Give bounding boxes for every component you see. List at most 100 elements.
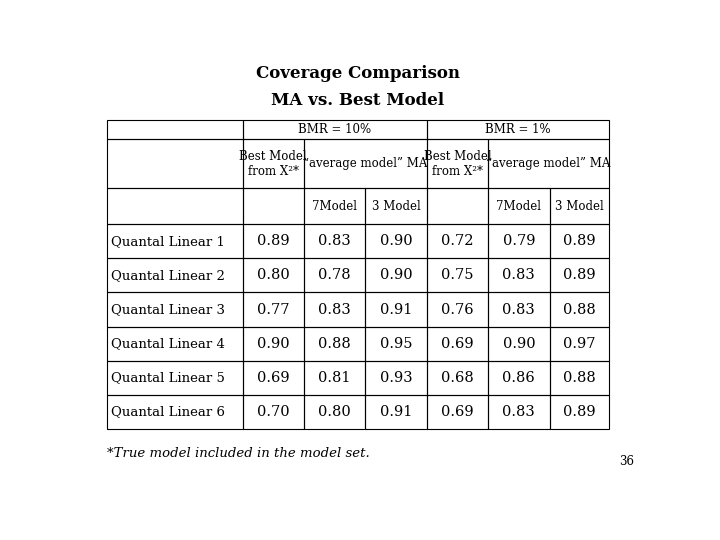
Text: 0.97: 0.97 [563,336,595,350]
Text: 0.89: 0.89 [563,234,595,248]
Text: BMR = 10%: BMR = 10% [298,123,372,136]
Bar [304,259,365,293]
Bar [427,395,488,429]
Text: 0.79: 0.79 [503,234,535,248]
Text: 7Model: 7Model [496,200,541,213]
Text: 36: 36 [619,455,634,468]
Text: 0.89: 0.89 [257,234,289,248]
Bar [549,395,609,429]
Text: 0.75: 0.75 [441,268,474,282]
Bar [304,395,365,429]
Bar [365,188,427,225]
Text: 0.89: 0.89 [563,268,595,282]
Bar [488,395,549,429]
Bar [365,395,427,429]
Bar [304,293,365,327]
Text: Quantal Linear 2: Quantal Linear 2 [111,269,225,282]
Bar [107,293,243,327]
Text: 0.88: 0.88 [563,370,595,384]
Text: *True model included in the model set.: *True model included in the model set. [107,447,369,460]
Text: 0.76: 0.76 [441,302,474,316]
Text: 0.78: 0.78 [318,268,351,282]
Bar [107,188,243,225]
Bar [549,293,609,327]
Bar [427,188,488,225]
Text: 0.80: 0.80 [257,268,289,282]
Text: 0.69: 0.69 [441,404,474,418]
Bar [488,225,549,259]
Bar [107,259,243,293]
Bar [427,327,488,361]
Bar [304,225,365,259]
Bar [365,327,427,361]
Text: 0.81: 0.81 [318,370,351,384]
Bar [427,225,488,259]
Bar [488,259,549,293]
Text: 0.72: 0.72 [441,234,474,248]
Bar [549,361,609,395]
Text: Quantal Linear 3: Quantal Linear 3 [111,303,225,316]
Text: 0.86: 0.86 [503,370,535,384]
Text: 0.88: 0.88 [563,302,595,316]
Text: MA vs. Best Model: MA vs. Best Model [271,92,444,109]
Text: 0.77: 0.77 [257,302,289,316]
Bar [243,259,304,293]
Text: Coverage Comparison: Coverage Comparison [256,65,460,82]
Bar [488,327,549,361]
Text: 0.83: 0.83 [318,302,351,316]
Bar [107,139,243,188]
Text: 0.90: 0.90 [379,234,413,248]
Bar [488,361,549,395]
Text: BMR = 1%: BMR = 1% [485,123,551,136]
Bar [304,188,365,225]
Bar [107,225,243,259]
Bar [243,395,304,429]
Bar [488,293,549,327]
Bar [243,327,304,361]
Bar [243,293,304,327]
Bar [365,361,427,395]
Text: 0.69: 0.69 [441,336,474,350]
Text: Best Model
from X²*: Best Model from X²* [240,150,307,178]
Text: 0.93: 0.93 [379,370,413,384]
Text: 0.91: 0.91 [380,302,413,316]
Text: Quantal Linear 4: Quantal Linear 4 [111,337,225,350]
Bar [549,188,609,225]
Bar [107,361,243,395]
Bar [427,120,609,139]
Text: 0.83: 0.83 [503,268,535,282]
Bar [427,361,488,395]
Text: 0.70: 0.70 [257,404,289,418]
Bar [488,188,549,225]
Bar [304,327,365,361]
Text: Quantal Linear 5: Quantal Linear 5 [111,371,225,384]
Bar [365,259,427,293]
Text: 0.68: 0.68 [441,370,474,384]
Text: 0.83: 0.83 [503,302,535,316]
Text: 0.90: 0.90 [257,336,289,350]
Bar [304,139,427,188]
Text: 0.95: 0.95 [380,336,413,350]
Bar [107,327,243,361]
Text: Quantal Linear 6: Quantal Linear 6 [111,405,225,418]
Bar [107,395,243,429]
Text: Quantal Linear 1: Quantal Linear 1 [111,235,225,248]
Text: 0.88: 0.88 [318,336,351,350]
Text: “average model” MA: “average model” MA [487,157,611,170]
Bar [243,361,304,395]
Bar [365,225,427,259]
Bar [427,259,488,293]
Bar [243,139,304,188]
Bar [243,120,427,139]
Bar [243,225,304,259]
Text: 3 Model: 3 Model [555,200,603,213]
Bar [549,259,609,293]
Bar [549,327,609,361]
Bar [549,225,609,259]
Text: 7Model: 7Model [312,200,357,213]
Bar [488,139,609,188]
Text: 0.89: 0.89 [563,404,595,418]
Text: 0.83: 0.83 [503,404,535,418]
Text: 3 Model: 3 Model [372,200,420,213]
Text: 0.90: 0.90 [503,336,535,350]
